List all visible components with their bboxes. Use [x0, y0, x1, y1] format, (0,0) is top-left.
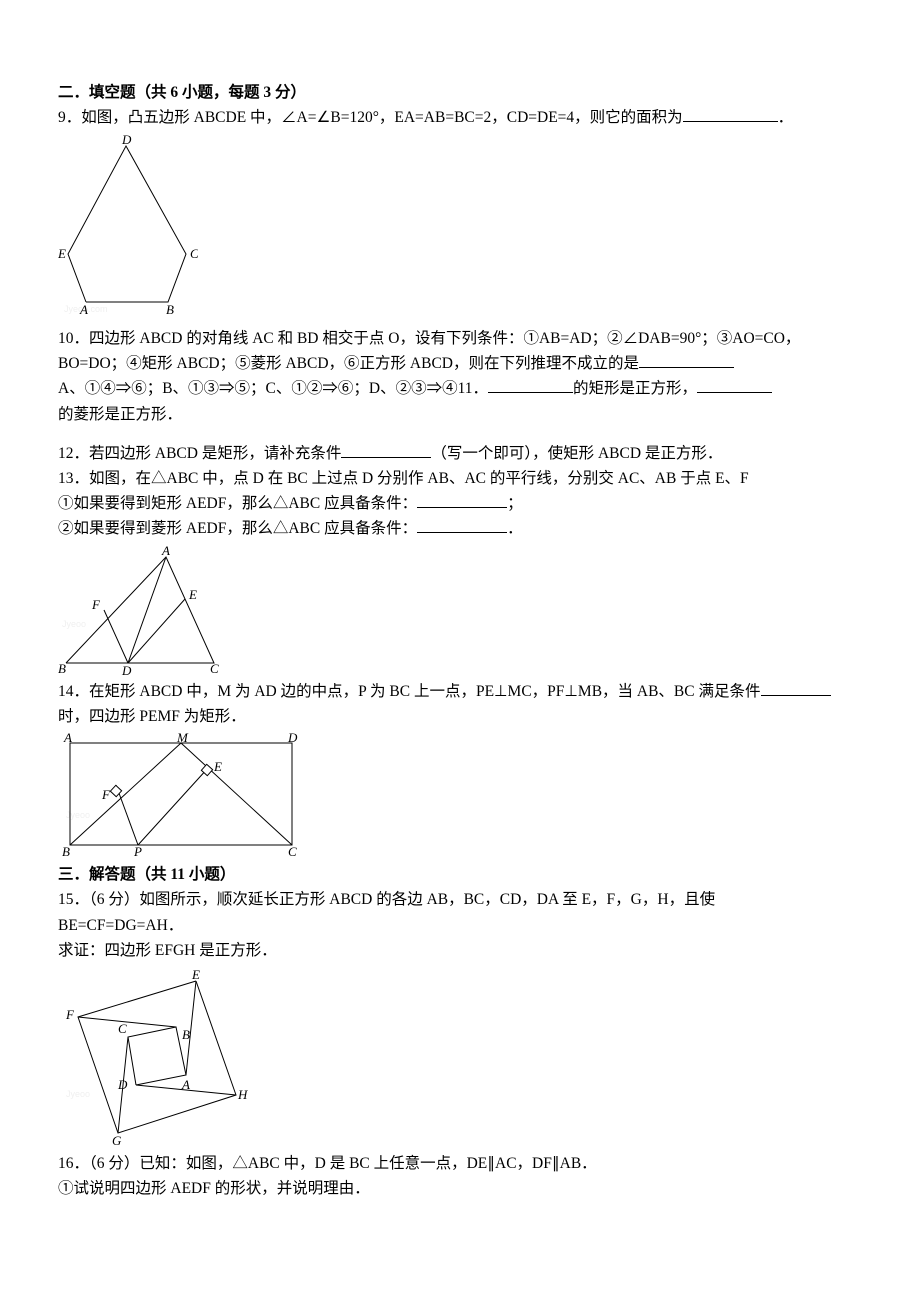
q9-text-a: 9．如图，凸五边形 ABCDE 中，∠A=∠B=120°，EA=AB=BC=2，… [58, 109, 683, 126]
q13-line3a: ②如果要得到菱形 AEDF，那么△ABC 应具备条件： [58, 520, 417, 537]
svg-text:E: E [213, 759, 222, 774]
svg-text:B: B [166, 302, 174, 314]
q9-line: 9．如图，凸五边形 ABCDE 中，∠A=∠B=120°，EA=AB=BC=2，… [58, 105, 862, 130]
q16-line1: 16．（6 分）已知：如图，△ABC 中，D 是 BC 上任意一点，DE∥AC，… [58, 1151, 862, 1176]
q10-line3a: A、①④⇒⑥；B、①③⇒⑤；C、①②⇒⑥；D、②③⇒④ [58, 380, 458, 397]
svg-text:A: A [63, 733, 72, 745]
q13-line3b: ． [507, 520, 523, 537]
q13-line1: 13．如图，在△ABC 中，点 D 在 BC 上过点 D 分别作 AB、AC 的… [58, 466, 862, 491]
svg-text:P: P [133, 844, 142, 858]
spacer [58, 318, 862, 326]
svg-text:E: E [188, 587, 197, 602]
q13-line3: ②如果要得到菱形 AEDF，那么△ABC 应具备条件： ． [58, 516, 862, 541]
q12-blank [341, 441, 431, 458]
q9-figure: Jyeoo.com A B C D E [58, 134, 862, 314]
q10-blank [639, 352, 734, 369]
svg-text:A: A [181, 1077, 190, 1092]
svg-text:C: C [190, 246, 198, 261]
q15-line2: BE=CF=DG=AH． [58, 913, 862, 938]
q11-b: 的矩形是正方形， [573, 380, 697, 397]
svg-text:C: C [118, 1021, 127, 1036]
q14-line1: 14．在矩形 ABCD 中，M 为 AD 边的中点，P 为 BC 上一点，PE⊥… [58, 679, 862, 704]
q15-line1: 15．（6 分）如图所示，顺次延长正方形 ABCD 的各边 AB，BC，CD，D… [58, 887, 862, 912]
q11-blank2 [697, 377, 772, 394]
q10-line2: BO=DO；④矩形 ABCD；⑤菱形 ABCD，⑥正方形 ABCD，则在下列推理… [58, 351, 862, 376]
svg-text:A: A [161, 545, 170, 558]
svg-text:D: D [121, 134, 132, 147]
q10-line2a: BO=DO；④矩形 ABCD；⑤菱形 ABCD，⑥正方形 ABCD，则在下列推理… [58, 355, 639, 372]
svg-text:D: D [121, 663, 132, 675]
q13-blank2 [417, 516, 507, 533]
svg-text:B: B [62, 844, 70, 858]
q14-blank [761, 680, 831, 697]
q13-line2b: ； [507, 495, 523, 512]
q12-line: 12．若四边形 ABCD 是矩形，请补充条件 （写一个即可），使矩形 ABCD 是… [58, 441, 862, 466]
q11-blank1 [488, 377, 573, 394]
q14-svg: Jyeoo A M D B P C E F [58, 733, 308, 858]
section-3-title: 三．解答题（共 11 小题） [58, 862, 862, 887]
section-2-title: 二．填空题（共 6 小题，每题 3 分） [58, 80, 862, 105]
svg-text:C: C [288, 844, 297, 858]
svg-text:D: D [117, 1077, 128, 1092]
q13-figure: Jyeoo A B C D E F [58, 545, 862, 675]
svg-text:E: E [58, 246, 66, 261]
svg-text:Jyeoo: Jyeoo [66, 1089, 90, 1099]
svg-text:B: B [182, 1027, 190, 1042]
q11-a: 11． [458, 380, 488, 397]
page-container: 二．填空题（共 6 小题，每题 3 分） 9．如图，凸五边形 ABCDE 中，∠… [0, 0, 920, 1241]
svg-text:C: C [210, 661, 219, 675]
q14-line1a: 14．在矩形 ABCD 中，M 为 AD 边的中点，P 为 BC 上一点，PE⊥… [58, 683, 761, 700]
q15-svg: Jyeoo E F G H A B C D [58, 967, 258, 1147]
svg-text:E: E [191, 967, 200, 982]
svg-text:Jyeoo: Jyeoo [62, 619, 86, 629]
q15-line3: 求证：四边形 EFGH 是正方形． [58, 938, 862, 963]
q9-blank [683, 106, 778, 123]
q13-line2: ①如果要得到矩形 AEDF，那么△ABC 应具备条件： ； [58, 491, 862, 516]
q16-line2: ①试说明四边形 AEDF 的形状，并说明理由． [58, 1176, 862, 1201]
svg-text:F: F [101, 787, 111, 802]
q12-a: 12．若四边形 ABCD 是矩形，请补充条件 [58, 445, 341, 462]
svg-text:F: F [91, 597, 101, 612]
q14-figure: Jyeoo A M D B P C E F [58, 733, 862, 858]
q11-line2: 的菱形是正方形． [58, 402, 862, 427]
svg-text:A: A [79, 302, 88, 314]
svg-text:B: B [58, 661, 66, 675]
q13-svg: Jyeoo A B C D E F [58, 545, 228, 675]
q12-b: （写一个即可），使矩形 ABCD 是正方形． [431, 445, 722, 462]
q13-line2a: ①如果要得到矩形 AEDF，那么△ABC 应具备条件： [58, 495, 417, 512]
q13-blank1 [417, 491, 507, 508]
q10-line1: 10．四边形 ABCD 的对角线 AC 和 BD 相交于点 O，设有下列条件：①… [58, 326, 862, 351]
q10-line3: A、①④⇒⑥；B、①③⇒⑤；C、①②⇒⑥；D、②③⇒④11． 的矩形是正方形， [58, 376, 862, 401]
q14-line2: 时，四边形 PEMF 为矩形． [58, 704, 862, 729]
svg-text:G: G [112, 1133, 122, 1147]
q9-svg: Jyeoo.com A B C D E [58, 134, 198, 314]
spacer [58, 427, 862, 441]
q9-text-b: ． [778, 109, 794, 126]
svg-text:M: M [176, 733, 189, 745]
svg-text:D: D [287, 733, 298, 745]
q15-figure: Jyeoo E F G H A B C D [58, 967, 862, 1147]
svg-text:H: H [237, 1087, 248, 1102]
svg-text:F: F [65, 1007, 75, 1022]
